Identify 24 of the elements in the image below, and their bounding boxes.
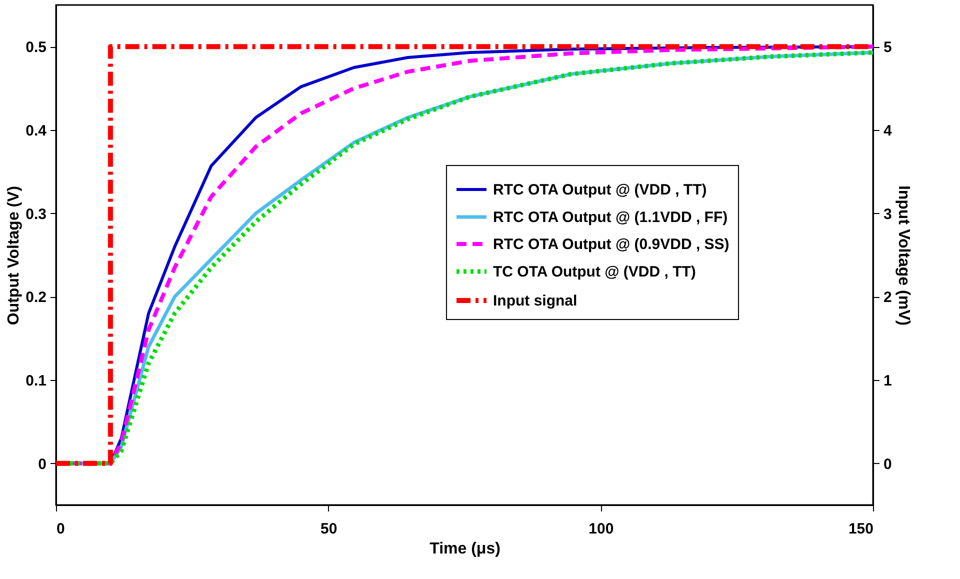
y-axis-title: Output Voltage (V) [6,186,23,326]
y-tick-label: 0.5 [26,39,46,56]
y-tick-label: 0.1 [26,372,46,390]
y2-tick-label: 3 [884,206,892,223]
y2-tick-label: 4 [884,122,892,140]
x-axis-title: Time (μs) [430,540,500,558]
y-tick-label: 0.2 [26,289,46,306]
y-tick-label: 0.4 [26,122,48,140]
legend-label: Input signal [493,292,578,310]
y2-tick-label: 0 [884,456,892,473]
y2-tick-label: 2 [884,289,892,306]
y2-tick-label: 1 [884,372,892,390]
y-tick-label: 0 [38,456,46,473]
y2-tick-label: 5 [884,39,892,56]
x-tick-label: 50 [320,520,338,538]
legend-label: RTC OTA Output @ (0.9VDD , SS) [493,236,730,253]
x-tick-label: 100 [588,520,614,538]
legend-label: RTC OTA Output @ (VDD , TT) [493,182,707,198]
y-tick-label: 0.3 [26,206,46,223]
legend-label: RTC OTA Output @ (1.1VDD , FF) [493,209,728,226]
x-tick-label: 150 [848,520,874,538]
y2-axis-title: Input Voltage (mV) [894,185,912,326]
x-tick-label: 0 [56,520,65,538]
legend-label: TC OTA Output @ (VDD , TT) [493,264,696,280]
